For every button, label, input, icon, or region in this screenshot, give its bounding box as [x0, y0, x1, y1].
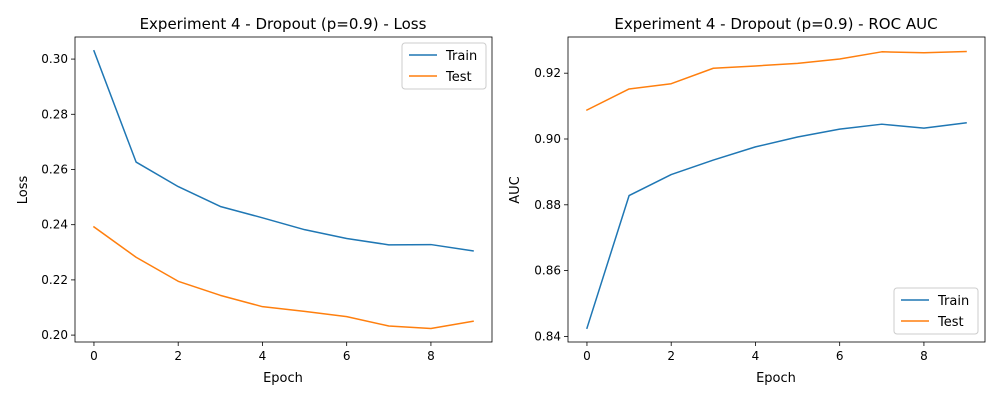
x-tick-label: 8 [920, 349, 928, 363]
x-ticks: 0 2 4 6 8 [90, 342, 435, 363]
legend-train-label: Train [445, 49, 477, 64]
legend-test-label: Test [937, 315, 964, 330]
y-ticks: 0.84 0.86 0.88 0.90 0.92 [534, 66, 568, 343]
x-tick-label: 4 [752, 349, 760, 363]
y-tick-label: 0.86 [534, 264, 561, 278]
x-tick-label: 6 [343, 349, 351, 363]
loss-chart: Experiment 4 - Dropout (p=0.9) - Loss Ep… [16, 15, 493, 386]
x-axis-label: Epoch [756, 371, 796, 386]
chart-title: Experiment 4 - Dropout (p=0.9) - Loss [140, 15, 427, 33]
y-tick-label: 0.92 [534, 66, 561, 80]
legend-test-label: Test [445, 70, 472, 85]
legend: Train Test [893, 287, 979, 335]
y-tick-label: 0.84 [534, 329, 561, 343]
x-tick-label: 2 [174, 349, 182, 363]
x-tick-label: 2 [667, 349, 675, 363]
plot-frame [567, 36, 986, 343]
legend-train-label: Train [937, 294, 969, 309]
series-line-train [586, 122, 967, 330]
x-tick-label: 4 [259, 349, 267, 363]
x-axis-label: Epoch [263, 371, 303, 386]
y-tick-label: 0.30 [41, 52, 68, 66]
x-ticks: 0 2 4 6 8 [583, 342, 928, 363]
x-tick-label: 0 [90, 349, 98, 363]
y-tick-label: 0.88 [534, 198, 561, 212]
y-axis-label: Loss [16, 176, 31, 205]
y-tick-label: 0.20 [41, 328, 68, 342]
auc-chart: Experiment 4 - Dropout (p=0.9) - ROC AUC… [508, 15, 986, 386]
plot-frame [74, 36, 493, 343]
y-ticks: 0.20 0.22 0.24 0.26 0.28 0.30 [41, 52, 75, 342]
y-tick-label: 0.28 [41, 107, 68, 121]
y-tick-label: 0.22 [41, 273, 68, 287]
series-line-test [92, 225, 474, 330]
y-axis-label: AUC [508, 176, 523, 204]
y-tick-label: 0.90 [534, 132, 561, 146]
x-tick-label: 0 [583, 349, 591, 363]
series-line-test [585, 50, 967, 112]
y-tick-label: 0.26 [41, 162, 68, 176]
x-tick-label: 6 [836, 349, 844, 363]
x-tick-label: 8 [427, 349, 435, 363]
series-line-train [92, 49, 474, 252]
plot-marks [585, 50, 967, 330]
y-tick-label: 0.24 [41, 218, 68, 232]
plot-marks [92, 49, 474, 330]
chart-title: Experiment 4 - Dropout (p=0.9) - ROC AUC [614, 15, 937, 33]
legend: Train Test [401, 42, 487, 90]
